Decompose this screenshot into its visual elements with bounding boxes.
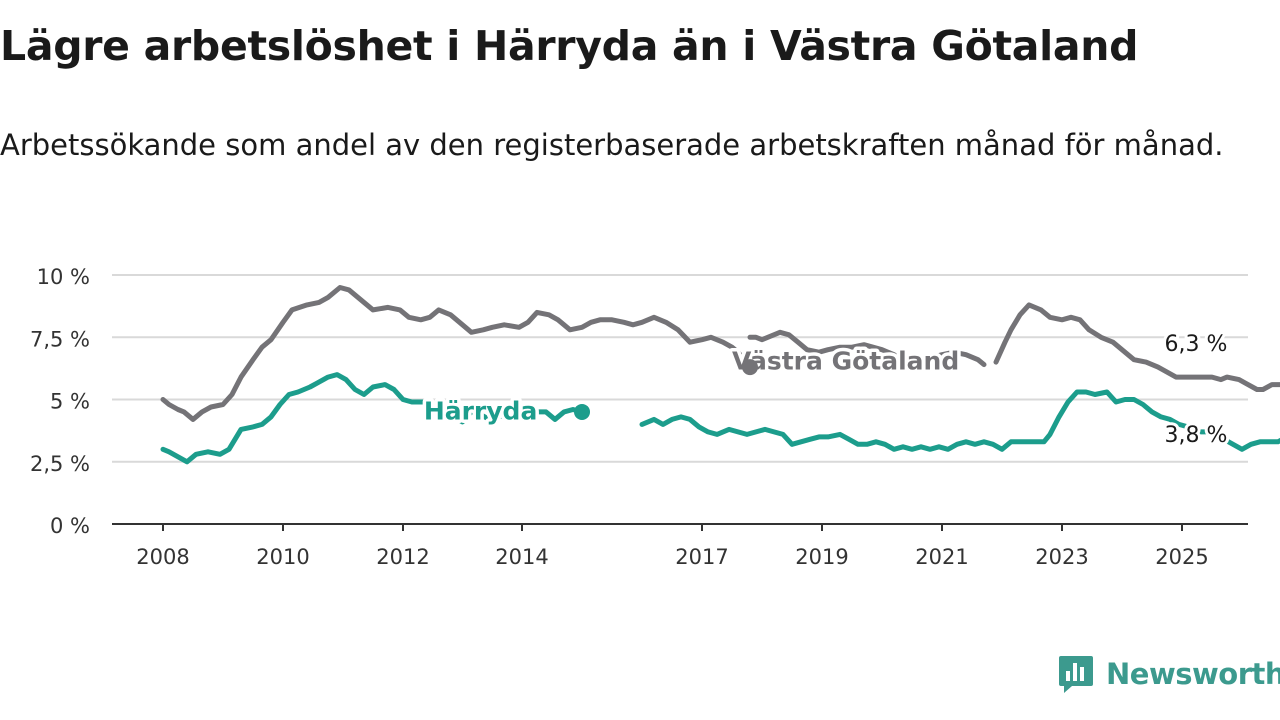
- series-line: [160, 285, 753, 422]
- series-end-marker: [742, 359, 758, 376]
- series-end-value: 6,3 %: [1165, 332, 1228, 357]
- x-tick-label: 2019: [795, 545, 848, 569]
- series-label: Västra Götaland: [732, 347, 959, 376]
- line-chart: 0 % 2,5 % 5 % 7,5 % 10 % 2008 2010 2012 2014 2017…: [30, 265, 1280, 569]
- x-tick-label: 2021: [915, 545, 968, 569]
- series-end-marker: [574, 403, 590, 420]
- x-tick-label: 2025: [1155, 545, 1208, 569]
- axes: 0 % 2,5 % 5 % 7,5 % 10 % 2008 2010 2012 2014 2017…: [30, 265, 1248, 569]
- y-tick-label: 2,5 %: [30, 452, 90, 476]
- newsworthy-logo: Newsworthy: [1058, 654, 1280, 694]
- newsworthy-logo-text: Newsworthy: [1106, 657, 1280, 691]
- x-tick-label: 2017: [675, 545, 728, 569]
- grid-lines: [112, 274, 1248, 463]
- x-tick-label: 2008: [136, 545, 189, 569]
- y-tick-label: 10 %: [37, 265, 90, 289]
- x-tick-label: 2010: [256, 545, 309, 569]
- x-tick-label: 2023: [1035, 545, 1088, 569]
- series-labels: Västra Götaland 6,3 % Härryda 3,8 %: [420, 329, 1230, 451]
- series-line: [639, 389, 1280, 452]
- series-line: [747, 329, 987, 368]
- series-label: Härryda: [424, 396, 538, 425]
- newsworthy-logo-icon: [1059, 656, 1093, 693]
- series-line: [993, 302, 1280, 392]
- chart-title: Lägre arbetslöshet i Härryda än i Västra…: [0, 22, 1139, 70]
- series-lines: [160, 285, 1280, 465]
- x-tick-label: 2014: [495, 545, 548, 569]
- y-tick-label: 7,5 %: [30, 327, 90, 351]
- chart-subtitle: Arbetssökande som andel av den registerb…: [0, 128, 1224, 162]
- y-tick-label: 0 %: [50, 514, 90, 538]
- series-line: [160, 372, 585, 465]
- y-tick-label: 5 %: [50, 390, 90, 414]
- x-tick-label: 2012: [376, 545, 429, 569]
- series-end-value: 3,8 %: [1165, 423, 1228, 448]
